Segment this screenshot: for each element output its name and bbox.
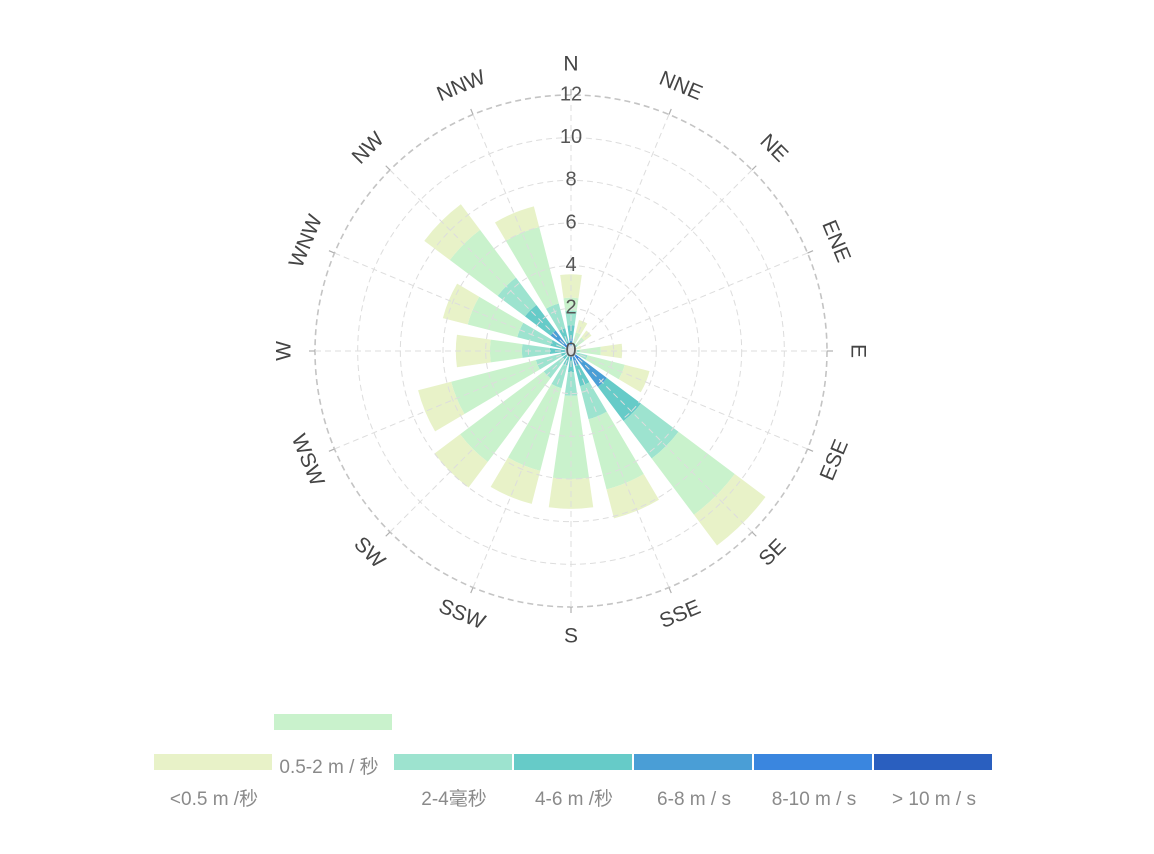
bar-nw-series-6	[424, 204, 481, 261]
radial-tick-label: 8	[565, 169, 576, 191]
direction-label-sse: SSE	[656, 596, 704, 633]
grid-circle	[442, 222, 700, 480]
grid-spoke	[334, 350, 572, 450]
radial-tick-label: 12	[560, 83, 582, 105]
grid-spoke	[570, 350, 670, 588]
direction-label-ene: ENE	[817, 217, 855, 266]
grid-spoke	[570, 252, 808, 352]
axis-tick	[328, 448, 335, 452]
grid-spoke	[570, 114, 670, 352]
bar-wnw-series-6	[442, 283, 480, 325]
bar-sse-series-3	[574, 363, 590, 387]
grid-spoke	[570, 350, 753, 533]
grid-spoke	[570, 350, 808, 450]
grid-spoke	[389, 169, 572, 352]
radial-tick-label: 0	[565, 339, 576, 361]
radial-tick-label: 2	[565, 297, 576, 319]
bar-ese-series-6	[618, 364, 650, 393]
grid-spoke	[472, 350, 572, 588]
direction-label-s: S	[564, 625, 578, 648]
bar-n-series-5	[563, 297, 579, 311]
bar-nnw-series-5	[505, 227, 559, 309]
direction-label-wsw: WSW	[287, 431, 329, 490]
bar-w-series-6	[455, 334, 491, 368]
direction-label-nnw: NNW	[434, 66, 489, 107]
bar-ese-series-4	[576, 352, 588, 360]
bar-ssw-series-3	[563, 354, 570, 366]
radial-tick-label: 10	[560, 126, 582, 148]
bar-n-series-2	[569, 338, 573, 345]
direction-label-sw: SW	[349, 532, 389, 572]
bar-wsw-series-4	[535, 353, 562, 370]
bar-nnw-series-6	[494, 206, 540, 241]
axis-tick	[668, 587, 672, 594]
direction-label-n: N	[563, 53, 578, 76]
axis-tick	[668, 108, 672, 115]
direction-label-e: E	[846, 344, 869, 358]
bar-wnw-series-3	[550, 340, 568, 350]
bar-sse-series-6	[606, 474, 659, 519]
bar-ese-series-5	[585, 355, 625, 380]
direction-label-ese: ESE	[816, 436, 853, 484]
direction-label-ne: NE	[755, 130, 792, 167]
polar-grid	[309, 89, 833, 613]
axis-tick	[751, 165, 757, 171]
bar-wnw-series-4	[517, 322, 553, 346]
axis-tick	[470, 587, 474, 594]
axis-tick	[470, 108, 474, 115]
bar-nne-series-6	[575, 320, 588, 335]
bar-ssw-series-5	[508, 384, 562, 471]
axis-tick	[328, 250, 335, 254]
bar-wsw-series-5	[451, 360, 540, 414]
bar-sse-series-4	[580, 382, 607, 420]
bar-wnw-series-5	[467, 296, 524, 338]
grid-spoke	[472, 114, 572, 352]
bar-wsw-series-6	[418, 381, 465, 432]
axis-tick	[751, 531, 757, 537]
radial-tick-label: 4	[565, 254, 576, 276]
grid-spoke	[334, 252, 572, 352]
bar-n-series-3	[567, 325, 575, 339]
radial-tick-labels: 0 2 4 6 8 10 12	[560, 83, 582, 361]
axis-tick	[385, 165, 391, 171]
bar-ene-series-6	[576, 345, 582, 350]
direction-label-wnw: WNW	[285, 211, 327, 271]
axis-tick	[807, 448, 814, 452]
axis-tick	[807, 250, 814, 254]
direction-label-nne: NNE	[656, 67, 706, 105]
bar-ssw-series-6	[490, 457, 541, 504]
grid-spoke	[570, 169, 753, 352]
direction-label-w: W	[273, 341, 296, 361]
bar-sse-series-5	[588, 411, 644, 490]
bar-e-series-5	[579, 346, 601, 356]
bar-sse-series-2	[572, 354, 579, 366]
direction-label-se: SE	[755, 535, 791, 571]
wind-rose-bars	[418, 204, 766, 546]
bar-nnw-series-4	[546, 303, 566, 331]
axis-tick	[385, 531, 391, 537]
radial-tick-label: 6	[565, 211, 576, 233]
direction-label-nw: NW	[348, 127, 389, 168]
grid-spoke	[389, 350, 572, 533]
bar-s-series-5	[552, 395, 590, 479]
direction-label-ssw: SSW	[435, 595, 488, 635]
